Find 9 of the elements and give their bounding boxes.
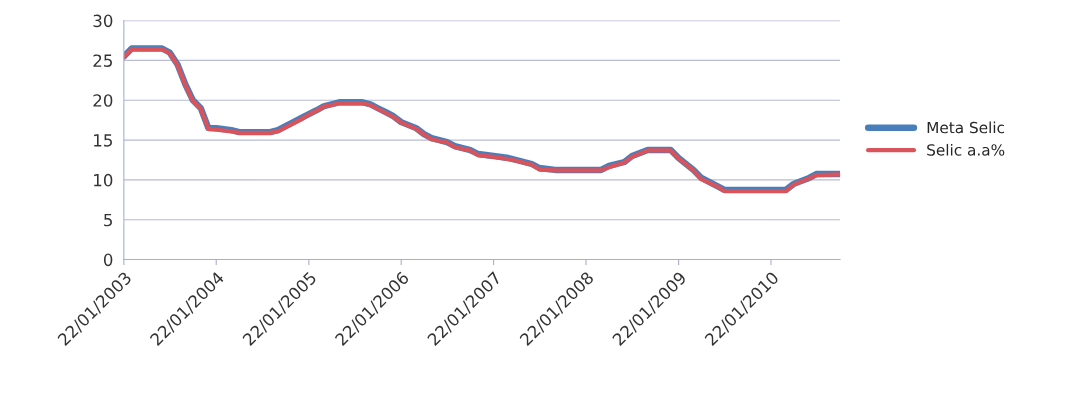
y-tick-label: 10	[94, 173, 113, 187]
y-tick-label: 30	[93, 14, 113, 28]
y-tick-label: 5	[104, 213, 112, 227]
legend-label: Meta Selic	[927, 121, 1005, 134]
legend-label: Selic a.a%	[927, 143, 1005, 156]
y-tick-label: 20	[93, 94, 113, 107]
y-tick-label: 15	[94, 134, 112, 147]
y-tick-label: 25	[93, 54, 112, 67]
y-tick-label: 0	[103, 253, 113, 267]
